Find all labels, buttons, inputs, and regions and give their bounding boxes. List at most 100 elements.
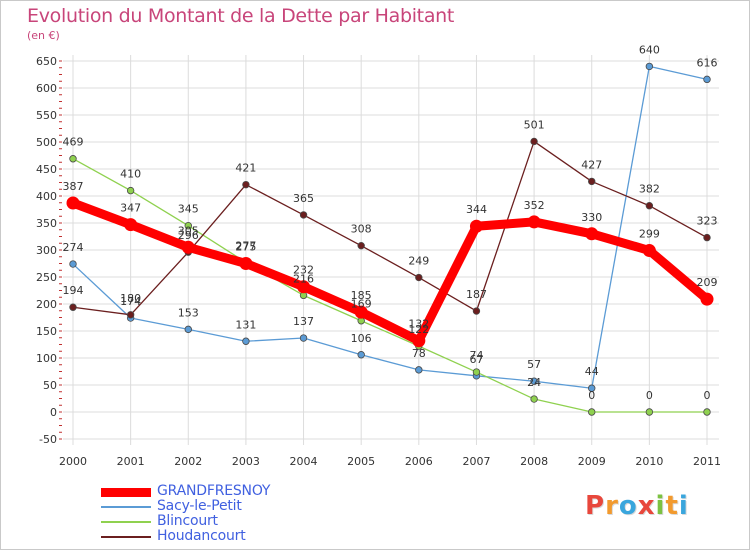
data-label: 24 (527, 376, 541, 389)
data-point (472, 368, 481, 376)
data-label: 345 (178, 203, 199, 216)
data-point (412, 334, 426, 348)
data-point (69, 155, 77, 163)
data-point (588, 408, 596, 416)
x-tick-label: 2000 (59, 455, 87, 468)
x-tick-label: 2003 (232, 455, 260, 468)
data-point (297, 280, 311, 294)
data-point (181, 240, 195, 254)
legend-swatch (101, 506, 151, 508)
data-label: 352 (524, 199, 545, 212)
data-label: 344 (466, 203, 487, 216)
data-label: 131 (235, 318, 256, 331)
series-line-0 (68, 198, 712, 346)
data-point (239, 257, 253, 270)
data-point (703, 408, 711, 416)
data-label: 299 (639, 228, 660, 241)
data-point (415, 366, 423, 374)
data-label: 74 (469, 349, 483, 362)
x-tick-label: 2004 (290, 455, 318, 468)
y-tick-label: 150 (36, 325, 57, 338)
legend-label: GRANDFRESNOY (157, 483, 271, 499)
data-point (469, 219, 483, 233)
data-label: 174 (120, 295, 141, 308)
legend-swatch (101, 487, 151, 497)
data-point (703, 75, 711, 84)
data-point (184, 221, 192, 230)
data-label: 365 (293, 192, 314, 205)
data-label: 347 (120, 202, 141, 215)
data-point (126, 311, 135, 319)
data-label: 137 (293, 315, 314, 328)
legend-item: Houdancourt (101, 528, 361, 545)
data-label: 67 (469, 353, 483, 366)
proxiti-logo: Proxiti (585, 491, 689, 521)
data-point (588, 177, 596, 186)
data-label: 323 (697, 215, 718, 228)
series-line-2 (72, 158, 708, 413)
data-point (69, 260, 77, 268)
legend-item: Sacy-le-Petit (101, 498, 361, 515)
data-point (530, 137, 538, 146)
legend-swatch (101, 521, 151, 523)
y-tick-label: 400 (36, 190, 57, 203)
data-label: 249 (408, 255, 429, 268)
legend-swatch (101, 536, 151, 538)
x-tick-label: 2006 (405, 455, 433, 468)
y-tick-label: 500 (36, 136, 57, 149)
data-label: 106 (351, 332, 372, 345)
data-label: 640 (639, 43, 660, 56)
data-label: 209 (697, 276, 718, 289)
y-tick-label: 50 (43, 379, 57, 392)
data-label: 194 (63, 284, 84, 297)
data-label: 277 (235, 239, 256, 252)
y-tick-label: 550 (36, 109, 57, 122)
data-point (645, 408, 654, 416)
data-label: 0 (646, 389, 653, 402)
data-point (585, 227, 599, 241)
data-point (472, 307, 481, 315)
data-point (242, 180, 250, 189)
data-label: 187 (466, 288, 487, 301)
y-tick-label: 650 (36, 55, 57, 68)
x-tick-label: 2011 (693, 455, 721, 468)
y-tick-label: 350 (36, 217, 57, 230)
data-label: 132 (408, 318, 429, 331)
x-tick-label: 2009 (578, 455, 606, 468)
legend-item: Blincourt (101, 513, 361, 530)
data-point (530, 377, 538, 385)
data-point (645, 202, 654, 210)
data-label: 44 (585, 365, 599, 378)
data-label: 153 (178, 306, 199, 319)
x-tick-label: 2007 (462, 455, 490, 468)
data-label: 421 (235, 162, 256, 175)
data-label: 410 (120, 168, 141, 181)
data-label: 169 (351, 298, 372, 311)
legend-label: Sacy-le-Petit (157, 498, 242, 514)
data-label: 122 (408, 323, 429, 336)
x-tick-label: 2001 (117, 455, 145, 468)
y-tick-label: -50 (39, 433, 57, 446)
data-point (415, 273, 423, 282)
y-tick-label: 0 (50, 406, 57, 419)
data-label: 232 (293, 264, 314, 277)
legend-item: GRANDFRESNOY (101, 483, 361, 500)
series-line-3 (72, 140, 708, 316)
data-label: 382 (639, 183, 660, 196)
x-tick-label: 2008 (520, 455, 548, 468)
data-point (700, 292, 714, 306)
data-label: 275 (235, 241, 256, 254)
data-point (645, 62, 654, 71)
chart-title: Evolution du Montant de la Dette par Hab… (27, 5, 455, 27)
x-tick-label: 2010 (635, 455, 663, 468)
data-label: 387 (63, 180, 84, 193)
chart-unit: (en €) (27, 29, 60, 42)
data-point (299, 334, 308, 342)
data-label: 0 (588, 389, 595, 402)
data-point (242, 337, 250, 345)
data-point (703, 233, 711, 242)
data-point (126, 186, 135, 195)
data-label: 274 (63, 241, 84, 254)
